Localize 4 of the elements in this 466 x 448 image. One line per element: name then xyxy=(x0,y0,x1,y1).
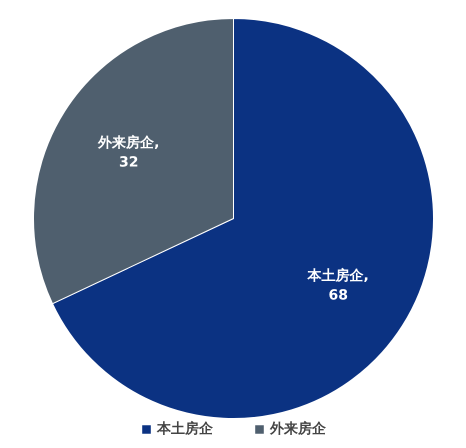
data-label: 外来房企, 32 xyxy=(97,134,160,171)
data-label: 本土房企, 68 xyxy=(306,266,369,304)
legend-label: 本土房企 xyxy=(157,420,213,438)
legend-label: 外来房企 xyxy=(270,420,326,438)
